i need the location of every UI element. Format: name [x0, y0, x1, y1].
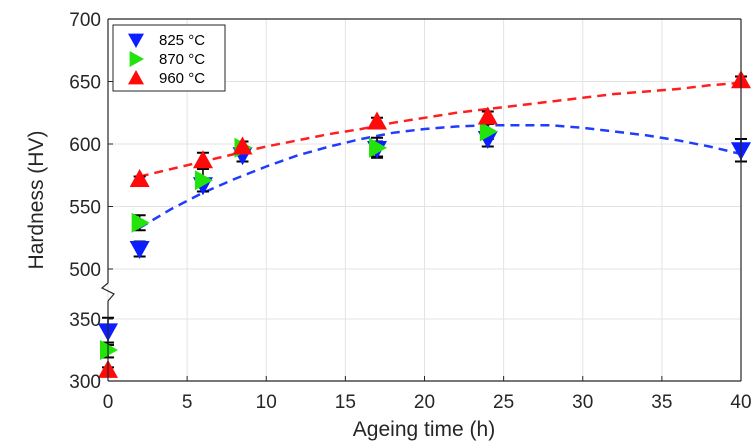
y-tick-label: 350	[69, 310, 101, 331]
fit-curve	[139, 81, 742, 178]
legend-label: 960 °C	[159, 70, 205, 87]
y-tick-label: 600	[69, 135, 101, 156]
x-tick-label: 10	[256, 392, 277, 413]
fit-curve	[139, 124, 742, 229]
x-tick-label: 0	[103, 392, 114, 413]
y-tick-label: 550	[69, 198, 101, 219]
data-point	[477, 106, 498, 125]
data-point	[369, 137, 388, 158]
x-tick-label: 5	[182, 392, 193, 413]
tick-labels: 0 5 10 15 20 25 30 35 40 300 350 500 550 600 650 700	[69, 10, 751, 413]
legend-marker	[128, 33, 144, 48]
data-point	[194, 170, 213, 191]
x-tick-label: 25	[493, 392, 514, 413]
x-tick-label: 15	[335, 392, 356, 413]
x-tick-label: 30	[572, 392, 593, 413]
data-point	[367, 111, 388, 130]
axes	[100, 18, 742, 382]
x-axis-label: Ageing time (h)	[353, 418, 495, 441]
data-point	[129, 169, 150, 187]
data-point	[129, 241, 150, 259]
y-tick-label: 650	[69, 73, 101, 94]
y-tick-label: 500	[69, 260, 101, 281]
fit-curves	[139, 81, 742, 229]
data-point	[479, 121, 498, 142]
legend-marker	[128, 70, 144, 85]
legend-marker	[129, 51, 144, 67]
data-markers	[98, 70, 751, 378]
data-point	[232, 136, 253, 155]
y-tick-label: 300	[69, 372, 101, 393]
legend-label: 825 °C	[159, 32, 205, 49]
data-point	[100, 340, 118, 360]
y-axis-label: Hardness (HV)	[25, 131, 48, 270]
axis-break-mark	[100, 282, 115, 302]
data-point	[192, 150, 213, 169]
x-tick-label: 20	[414, 392, 435, 413]
legend: 825 °C 870 °C 960 °C	[112, 24, 226, 92]
legend-label: 870 °C	[159, 51, 205, 68]
y-tick-label: 700	[69, 10, 101, 31]
x-tick-label: 35	[651, 392, 672, 413]
data-point	[131, 212, 150, 233]
x-tick-label: 40	[730, 392, 751, 413]
